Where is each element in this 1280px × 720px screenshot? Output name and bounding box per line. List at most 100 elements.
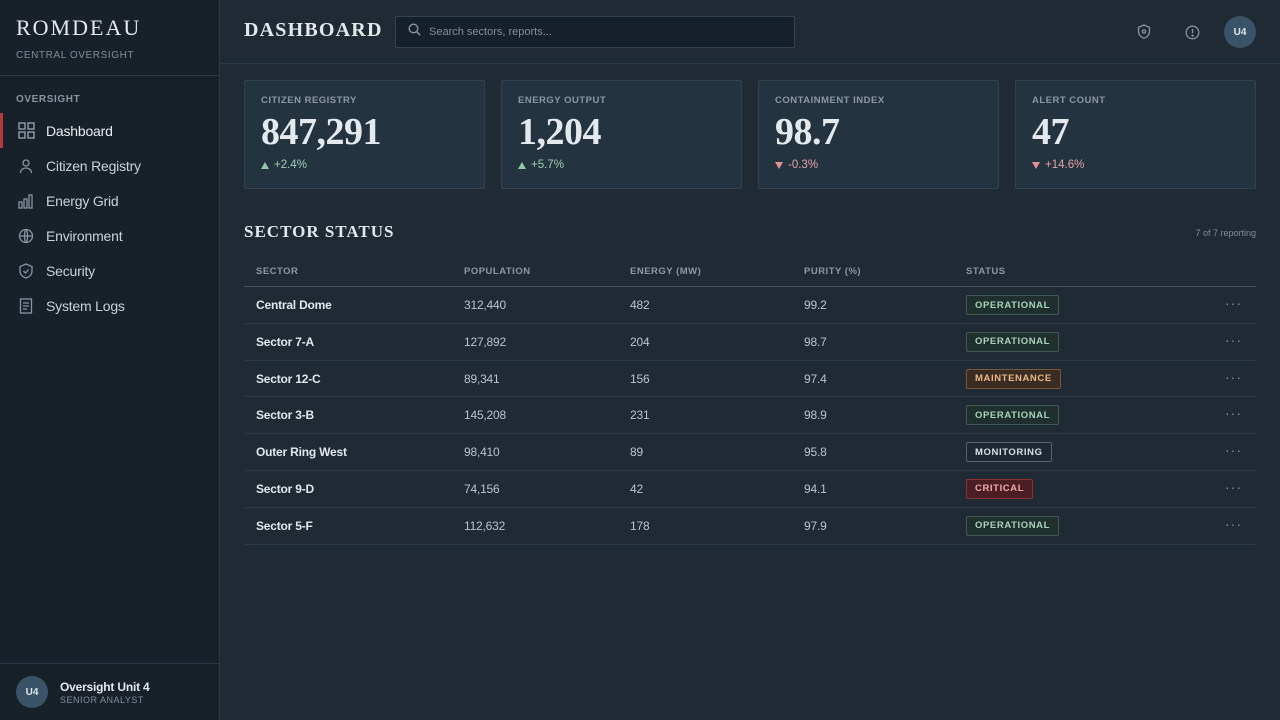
table-header: SECTOR POPULATION ENERGY (MW) PURITY (%)… — [244, 254, 1256, 287]
brand-subtitle: CENTRAL OVERSIGHT — [16, 50, 135, 61]
cell-sector: Central Dome — [256, 298, 332, 312]
table-row[interactable]: Sector 7-A 127,892 204 98.7 OPERATIONAL ··· — [244, 324, 1256, 361]
cell-sector: Sector 9-D — [256, 481, 315, 496]
avatar: U4 — [16, 676, 48, 708]
search-bar[interactable] — [395, 16, 795, 48]
more-horizontal-icon[interactable]: ··· — [1225, 442, 1242, 459]
user-info: Oversight Unit 4 SENIOR ANALYST — [60, 679, 150, 705]
reporting-count: 7 of 7 reporting — [1195, 228, 1256, 238]
page-title: DASHBOARD — [244, 19, 383, 41]
cell-purity: 97.9 — [804, 518, 827, 533]
sidebar-item-security[interactable]: Security — [0, 253, 219, 288]
stat-card-citizen-registry: CITIZEN REGISTRY 847,291 +2.4% — [244, 80, 485, 189]
cell-purity: 98.7 — [804, 334, 827, 349]
cell-population: 112,632 — [464, 518, 506, 533]
column-header-purity[interactable]: PURITY (%) — [804, 266, 862, 277]
brand: ROMDEAU CENTRAL OVERSIGHT — [0, 0, 219, 76]
column-header-sector[interactable]: SECTOR — [256, 266, 299, 277]
sidebar-item-label: Energy Grid — [46, 192, 119, 209]
table-body: Central Dome 312,440 482 99.2 OPERATIONAL ···… — [244, 287, 1256, 545]
column-header-population[interactable]: POPULATION — [464, 266, 531, 277]
more-horizontal-icon[interactable]: ··· — [1225, 331, 1242, 348]
column-header-energy[interactable]: ENERGY (MW) — [630, 266, 702, 277]
sidebar-item-environment[interactable]: Environment — [0, 218, 219, 253]
cell-sector: Outer Ring West — [256, 445, 347, 460]
status-badge: MONITORING — [966, 442, 1052, 463]
stat-card-containment-index: CONTAINMENT INDEX 98.7 -0.3% — [758, 80, 999, 189]
cell-sector: Sector 12-C — [256, 371, 321, 386]
stat-card-energy-output: ENERGY OUTPUT 1,204 +5.7% — [501, 80, 742, 189]
cell-population: 145,208 — [464, 408, 506, 423]
stat-label: CITIZEN REGISTRY — [261, 95, 357, 106]
status-badge: OPERATIONAL — [966, 331, 1060, 352]
cell-energy: 89 — [630, 445, 643, 460]
status-badge: OPERATIONAL — [966, 295, 1060, 315]
cell-sector: Sector 7-A — [256, 334, 315, 349]
cell-population: 127,892 — [464, 334, 506, 349]
table-row[interactable]: Sector 12-C 89,341 156 97.4 MAINTENANCE ··· — [244, 361, 1256, 398]
sidebar-item-system-logs[interactable]: System Logs — [0, 288, 219, 323]
cell-energy: 482 — [630, 298, 650, 312]
stat-value: 1,204 — [518, 111, 602, 153]
cell-population: 74,156 — [464, 481, 500, 496]
shield-alert-icon[interactable] — [1136, 24, 1152, 40]
cell-purity: 99.2 — [804, 298, 827, 312]
sidebar-item-label: System Logs — [46, 297, 125, 314]
trend-up-icon — [518, 161, 526, 169]
cell-population: 98,410 — [464, 445, 500, 460]
cell-purity: 95.8 — [804, 445, 827, 460]
stat-delta-value: +5.7% — [531, 159, 564, 171]
stat-card-alert-count: ALERT COUNT 47 +14.6% — [1015, 80, 1256, 189]
stat-delta-value: -0.3% — [788, 159, 819, 171]
cell-purity: 98.9 — [804, 408, 827, 423]
more-horizontal-icon[interactable]: ··· — [1225, 295, 1242, 311]
stat-value: 47 — [1032, 111, 1070, 153]
cell-energy: 231 — [630, 408, 650, 423]
stat-delta: +14.6% — [1032, 159, 1239, 171]
more-horizontal-icon[interactable]: ··· — [1225, 515, 1242, 532]
sidebar-item-dashboard[interactable]: Dashboard — [0, 113, 219, 148]
cell-sector: Sector 5-F — [256, 518, 313, 533]
status-badge: OPERATIONAL — [966, 515, 1060, 536]
table-row[interactable]: Sector 5-F 112,632 178 97.9 OPERATIONAL ··· — [244, 508, 1256, 545]
user-role: SENIOR ANALYST — [60, 694, 144, 705]
header-avatar[interactable]: U4 — [1224, 16, 1256, 48]
stat-label: CONTAINMENT INDEX — [775, 95, 885, 106]
column-header-status[interactable]: STATUS — [966, 266, 1006, 277]
search-input[interactable] — [429, 26, 769, 38]
cell-energy: 178 — [630, 518, 650, 533]
more-horizontal-icon[interactable]: ··· — [1225, 478, 1242, 495]
user-icon — [17, 157, 35, 175]
status-badge: MAINTENANCE — [966, 368, 1061, 389]
nav-section-label: OVERSIGHT — [16, 94, 81, 105]
stat-delta: +5.7% — [518, 159, 725, 171]
search-icon — [408, 23, 421, 41]
cell-energy: 156 — [630, 371, 650, 386]
table-row[interactable]: Outer Ring West 98,410 89 95.8 MONITORING ··· — [244, 434, 1256, 471]
globe-icon — [17, 227, 35, 245]
brand-name: ROMDEAU — [16, 15, 142, 40]
table-row[interactable]: Sector 9-D 74,156 42 94.1 CRITICAL ··· — [244, 471, 1256, 508]
sector-table: SECTOR POPULATION ENERGY (MW) PURITY (%)… — [244, 254, 1256, 545]
stat-value: 847,291 — [261, 111, 382, 153]
stat-delta-value: +2.4% — [274, 159, 307, 171]
stat-delta-value: +14.6% — [1045, 159, 1085, 171]
sidebar-item-energy-grid[interactable]: Energy Grid — [0, 183, 219, 218]
cell-energy: 42 — [630, 481, 643, 496]
trend-down-icon — [775, 161, 783, 169]
user-name: Oversight Unit 4 — [60, 679, 150, 694]
info-icon[interactable] — [1184, 24, 1200, 40]
user-profile[interactable]: U4 Oversight Unit 4 SENIOR ANALYST — [0, 663, 219, 720]
table-row[interactable]: Central Dome 312,440 482 99.2 OPERATIONAL ··· — [244, 287, 1256, 324]
bar-chart-icon — [17, 192, 35, 210]
table-row[interactable]: Sector 3-B 145,208 231 98.9 OPERATIONAL ··· — [244, 397, 1256, 435]
more-horizontal-icon[interactable]: ··· — [1225, 368, 1242, 385]
top-header: DASHBOARD U4 — [220, 0, 1280, 64]
sidebar-item-citizen-registry[interactable]: Citizen Registry — [0, 148, 219, 183]
stat-label: ALERT COUNT — [1032, 95, 1106, 106]
more-horizontal-icon[interactable]: ··· — [1225, 405, 1242, 422]
sidebar: ROMDEAU CENTRAL OVERSIGHT OVERSIGHT Dash… — [0, 0, 220, 720]
cell-energy: 204 — [630, 334, 650, 349]
sidebar-item-label: Citizen Registry — [46, 157, 141, 174]
cell-population: 89,341 — [464, 371, 500, 386]
